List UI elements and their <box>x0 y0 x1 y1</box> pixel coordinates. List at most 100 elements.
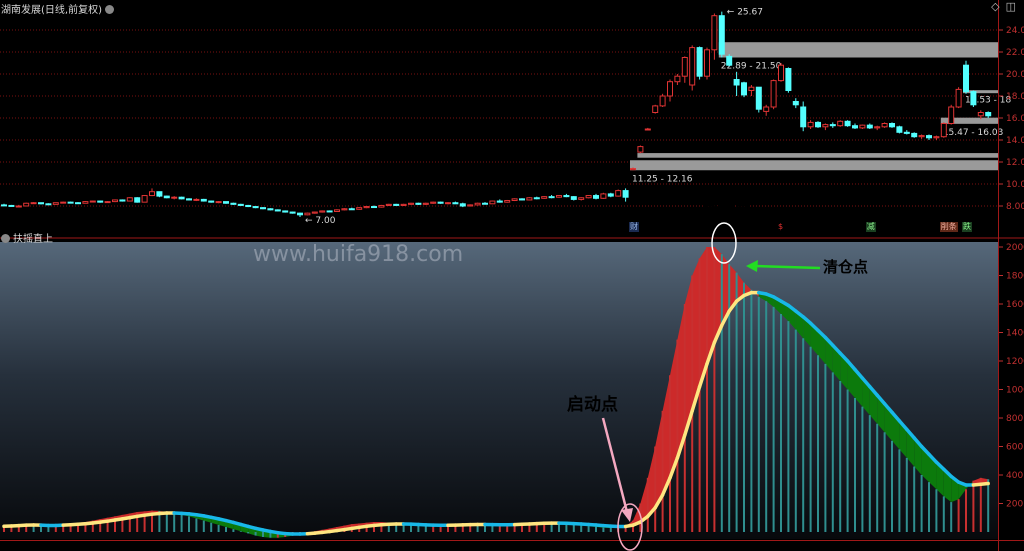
gap-zone-label: 15.47 - 16.03 <box>943 128 1004 138</box>
candle-body <box>748 86 755 91</box>
candle <box>378 204 385 208</box>
candle <box>652 104 659 114</box>
candle-body <box>570 196 577 200</box>
candle <box>955 87 962 109</box>
indicator-line-segment <box>890 410 902 423</box>
candle-body <box>674 75 681 83</box>
candle-body <box>415 202 422 205</box>
candle <box>963 60 969 94</box>
candle-body <box>52 202 59 205</box>
candle-body <box>467 204 474 207</box>
event-marker[interactable]: $ <box>777 222 785 232</box>
candle-body <box>852 125 858 129</box>
price-tick-label: 18.00 <box>1006 92 1024 102</box>
indicator-line-segment <box>653 493 665 510</box>
indicator-title: 扶摇直上 <box>1 230 53 245</box>
candle-body <box>977 112 984 117</box>
candle-body <box>459 203 466 207</box>
candle <box>704 47 710 80</box>
candle-body <box>371 206 377 209</box>
indicator-fill-segment <box>899 420 907 458</box>
indicator-tick-label: 1200 <box>1006 357 1024 367</box>
candle-body <box>385 203 392 206</box>
candle <box>297 212 303 217</box>
indicator-line-segment <box>919 444 931 457</box>
candle-body <box>511 198 518 202</box>
candle <box>570 196 577 201</box>
event-marker[interactable]: 削条 <box>939 222 958 232</box>
candle <box>548 195 555 199</box>
indicator-tick-label: 200 <box>1006 500 1023 510</box>
indicator-tick-label: 2000 <box>1006 243 1024 253</box>
candle <box>556 195 562 198</box>
gap-zone-label: 11.25 - 12.16 <box>632 174 693 184</box>
indicator-settings-icon[interactable] <box>1 234 10 243</box>
candle-body <box>519 198 525 201</box>
candle-body <box>985 112 992 117</box>
candle <box>252 206 259 209</box>
candle-body <box>319 210 326 213</box>
candle-body <box>718 15 725 55</box>
candle-body <box>933 136 940 139</box>
event-marker[interactable]: 减 <box>865 222 876 232</box>
indicator-tick-label: 1000 <box>1006 386 1024 396</box>
indicator-line-segment <box>675 433 687 460</box>
panel-toggle-icon[interactable]: ◫ <box>1005 0 1016 13</box>
candle-body <box>792 101 799 106</box>
candle-body <box>637 146 644 153</box>
start-point-circle <box>617 503 643 551</box>
price-tick-label: 14.00 <box>1006 136 1024 146</box>
candle <box>30 202 37 205</box>
price-tick-label: 12.00 <box>1006 158 1024 168</box>
candle <box>578 197 585 201</box>
indicator-fill-segment <box>906 429 915 467</box>
candle-body <box>393 203 400 206</box>
indicator-fill-segment <box>670 339 678 478</box>
indicator-fill-segment <box>921 446 929 483</box>
candle <box>60 201 67 204</box>
candle-body <box>311 211 318 214</box>
indicator-fill-segment <box>840 353 848 390</box>
candle-body <box>763 106 770 112</box>
candle <box>681 56 688 83</box>
candle <box>985 111 992 118</box>
event-marker[interactable]: 跌 <box>962 222 972 232</box>
candle <box>948 104 955 125</box>
candle-body <box>141 195 148 203</box>
candle-body <box>341 208 348 211</box>
candle-body <box>237 203 244 206</box>
indicator-fill-segment <box>736 272 744 302</box>
candle-body <box>104 201 111 204</box>
candle <box>600 192 607 199</box>
candle <box>474 202 481 206</box>
candle <box>533 196 540 200</box>
candle <box>866 123 873 129</box>
candle <box>526 197 533 201</box>
candle-body <box>548 196 555 199</box>
candle-body <box>504 200 511 203</box>
clear-point-arrow-icon <box>746 260 821 272</box>
candle-body <box>622 190 629 198</box>
indicator-line-segment <box>705 340 717 366</box>
candle <box>437 201 444 204</box>
clear-point-label: 清仓点 <box>823 258 869 276</box>
indicator-fill-segment <box>677 304 685 458</box>
candle <box>15 204 22 208</box>
diamond-icon[interactable]: ◇ <box>991 0 1000 13</box>
candle <box>237 203 244 206</box>
candle-body <box>430 201 437 204</box>
indicator-line-segment <box>720 309 731 328</box>
candle-body <box>607 193 614 197</box>
indicator-fill-segment <box>958 482 966 500</box>
candle-body <box>60 201 67 204</box>
indicator-line-segment <box>823 335 835 348</box>
indicator-line-segment <box>660 476 672 497</box>
indicator-panel-background <box>0 242 998 539</box>
event-marker[interactable]: 财 <box>629 222 639 232</box>
stock-name: 湖南发展(日线,前复权) <box>1 5 102 16</box>
candle <box>711 13 718 60</box>
candle-body <box>223 201 229 204</box>
settings-dot-icon[interactable] <box>104 5 114 14</box>
indicator-fill-segment <box>647 446 656 517</box>
